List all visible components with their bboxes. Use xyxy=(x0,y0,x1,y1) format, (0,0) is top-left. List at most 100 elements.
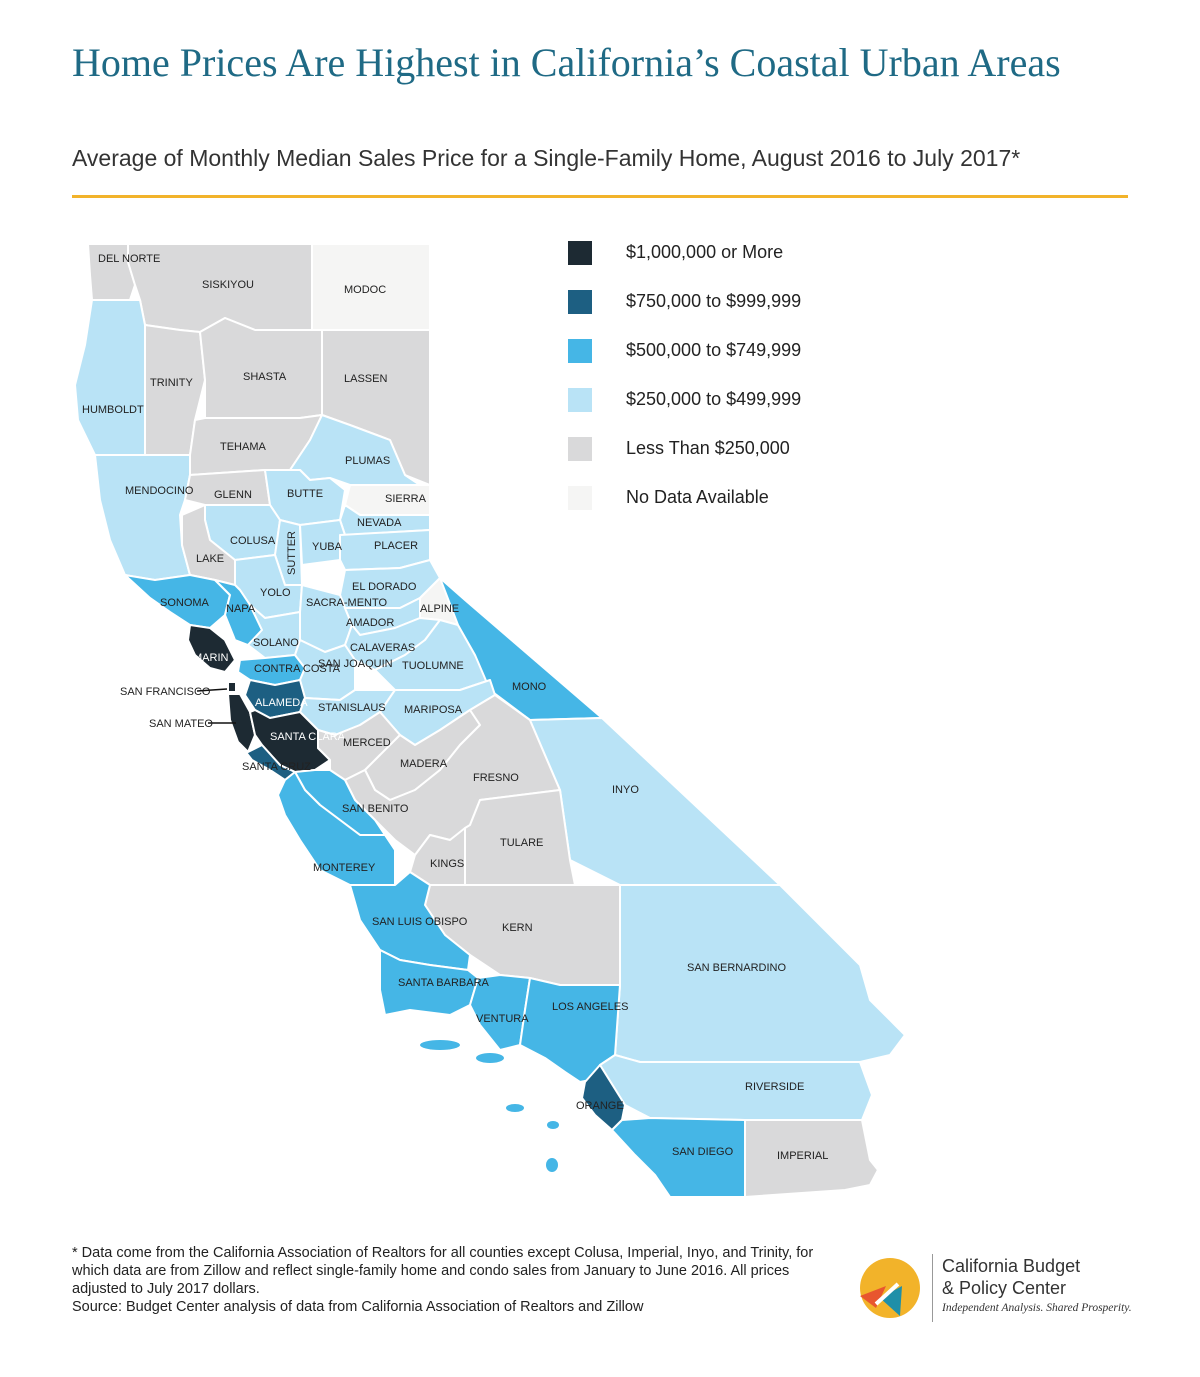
label-inyo: INYO xyxy=(612,784,639,796)
label-trinity: TRINITY xyxy=(150,377,193,389)
label-san-francisco: SAN FRANCISCO xyxy=(120,686,211,698)
label-solano: SOLANO xyxy=(253,637,299,649)
county-monterey[interactable] xyxy=(277,771,396,886)
label-san-benito: SAN BENITO xyxy=(342,803,409,815)
label-yolo: YOLO xyxy=(260,587,291,599)
label-sonoma: SONOMA xyxy=(160,597,210,609)
label-kern: KERN xyxy=(502,922,533,934)
channel-island xyxy=(476,1053,504,1063)
label-colusa: COLUSA xyxy=(230,535,276,547)
logo-mark-icon xyxy=(860,1258,920,1318)
label-contra-costa: CONTRA COSTA xyxy=(254,663,341,675)
label-sacramento: SACRA-MENTO xyxy=(306,597,388,609)
county-san-francisco[interactable] xyxy=(227,681,237,693)
legend-swatch xyxy=(568,437,592,461)
legend-item: Less Than $250,000 xyxy=(568,436,868,461)
channel-island xyxy=(420,1040,460,1050)
legend-swatch xyxy=(568,241,592,265)
legend-label: $1,000,000 or More xyxy=(626,242,784,262)
channel-island xyxy=(547,1121,559,1129)
label-yuba: YUBA xyxy=(312,541,343,553)
label-plumas: PLUMAS xyxy=(345,455,390,467)
label-nevada: NEVADA xyxy=(357,517,402,529)
label-calaveras: CALAVERAS xyxy=(350,642,415,654)
county-marin[interactable] xyxy=(187,624,236,673)
label-el-dorado: EL DORADO xyxy=(352,581,417,593)
title-divider xyxy=(72,195,1128,198)
label-santa-cruz: SANTA CRUZ xyxy=(242,761,311,773)
county-labels: DEL NORTE SISKIYOU MODOC HUMBOLDT TRINIT… xyxy=(82,253,828,1162)
label-siskiyou: SISKIYOU xyxy=(202,279,254,291)
label-glenn: GLENN xyxy=(214,489,252,501)
label-monterey: MONTEREY xyxy=(313,862,376,874)
label-napa: NAPA xyxy=(226,603,256,615)
county-mendocino[interactable] xyxy=(94,454,191,581)
label-alpine: ALPINE xyxy=(420,603,459,615)
label-stanislaus: STANISLAUS xyxy=(318,702,386,714)
label-san-mateo: SAN MATEO xyxy=(149,718,213,730)
label-merced: MERCED xyxy=(343,737,391,749)
label-los-angeles: LOS ANGELES xyxy=(552,1001,628,1013)
legend-swatch xyxy=(568,290,592,314)
footnote-text: * Data come from the California Associat… xyxy=(72,1245,814,1297)
legend-item: $250,000 to $499,999 xyxy=(568,387,868,412)
channel-island xyxy=(506,1104,524,1112)
label-alameda: ALAMEDA xyxy=(255,697,308,709)
logo-line2: & Policy Center xyxy=(942,1278,1067,1298)
label-sierra: SIERRA xyxy=(385,493,427,505)
label-santa-barbara: SANTA BARBARA xyxy=(398,977,490,989)
county-plumas[interactable] xyxy=(289,414,421,486)
legend-label: Less Than $250,000 xyxy=(626,438,790,458)
label-ventura: VENTURA xyxy=(476,1013,529,1025)
label-san-diego: SAN DIEGO xyxy=(672,1146,734,1158)
label-madera: MADERA xyxy=(400,758,448,770)
label-modoc: MODOC xyxy=(344,284,386,296)
label-san-joaquin: SAN JOAQUIN xyxy=(318,658,393,670)
label-san-bernardino: SAN BERNARDINO xyxy=(687,962,786,974)
county-imperial[interactable] xyxy=(744,1119,879,1198)
legend-label: No Data Available xyxy=(626,487,769,507)
label-shasta: SHASTA xyxy=(243,371,287,383)
source-text: Source: Budget Center analysis of data f… xyxy=(72,1299,644,1315)
county-riverside[interactable] xyxy=(599,1054,873,1121)
channel-island xyxy=(546,1158,558,1172)
label-marin: MARIN xyxy=(193,652,229,664)
label-mariposa: MARIPOSA xyxy=(404,704,463,716)
logo: California Budget & Policy Center Indepe… xyxy=(840,1250,1140,1330)
label-placer: PLACER xyxy=(374,540,418,552)
label-del-norte: DEL NORTE xyxy=(98,253,160,265)
label-mono: MONO xyxy=(512,681,547,693)
legend-item: $500,000 to $749,999 xyxy=(568,338,868,363)
label-tuolumne: TUOLUMNE xyxy=(402,660,464,672)
label-butte: BUTTE xyxy=(287,488,323,500)
legend-label: $500,000 to $749,999 xyxy=(626,340,802,360)
label-amador: AMADOR xyxy=(346,617,394,629)
label-orange: ORANGE xyxy=(576,1100,624,1112)
label-tehama: TEHAMA xyxy=(220,441,267,453)
page-title: Home Prices Are Highest in California’s … xyxy=(72,40,1061,85)
logo-line1: California Budget xyxy=(942,1256,1081,1276)
label-sutter: SUTTER xyxy=(286,531,298,575)
label-lassen: LASSEN xyxy=(344,373,387,385)
legend-swatch xyxy=(568,339,592,363)
county-humboldt[interactable] xyxy=(74,299,146,456)
legend-label: $250,000 to $499,999 xyxy=(626,389,802,409)
label-fresno: FRESNO xyxy=(473,772,519,784)
label-mendocino: MENDOCINO xyxy=(125,485,194,497)
legend-item: $750,000 to $999,999 xyxy=(568,289,868,314)
legend-label: $750,000 to $999,999 xyxy=(626,291,802,311)
county-shasta[interactable] xyxy=(199,317,323,419)
legend-swatch xyxy=(568,388,592,412)
label-kings: KINGS xyxy=(430,858,464,870)
label-san-luis-obispo: SAN LUIS OBISPO xyxy=(372,916,468,928)
logo-tagline: Independent Analysis. Shared Prosperity. xyxy=(942,1302,1132,1314)
leader-san-francisco xyxy=(196,688,228,692)
label-tulare: TULARE xyxy=(500,837,543,849)
legend-item: $1,000,000 or More xyxy=(568,240,868,265)
label-imperial: IMPERIAL xyxy=(777,1150,828,1162)
legend-swatch xyxy=(568,486,592,510)
label-humboldt: HUMBOLDT xyxy=(82,404,144,416)
page-subtitle: Average of Monthly Median Sales Price fo… xyxy=(72,145,1021,171)
label-santa-clara: SANTA CLARA xyxy=(270,731,346,743)
